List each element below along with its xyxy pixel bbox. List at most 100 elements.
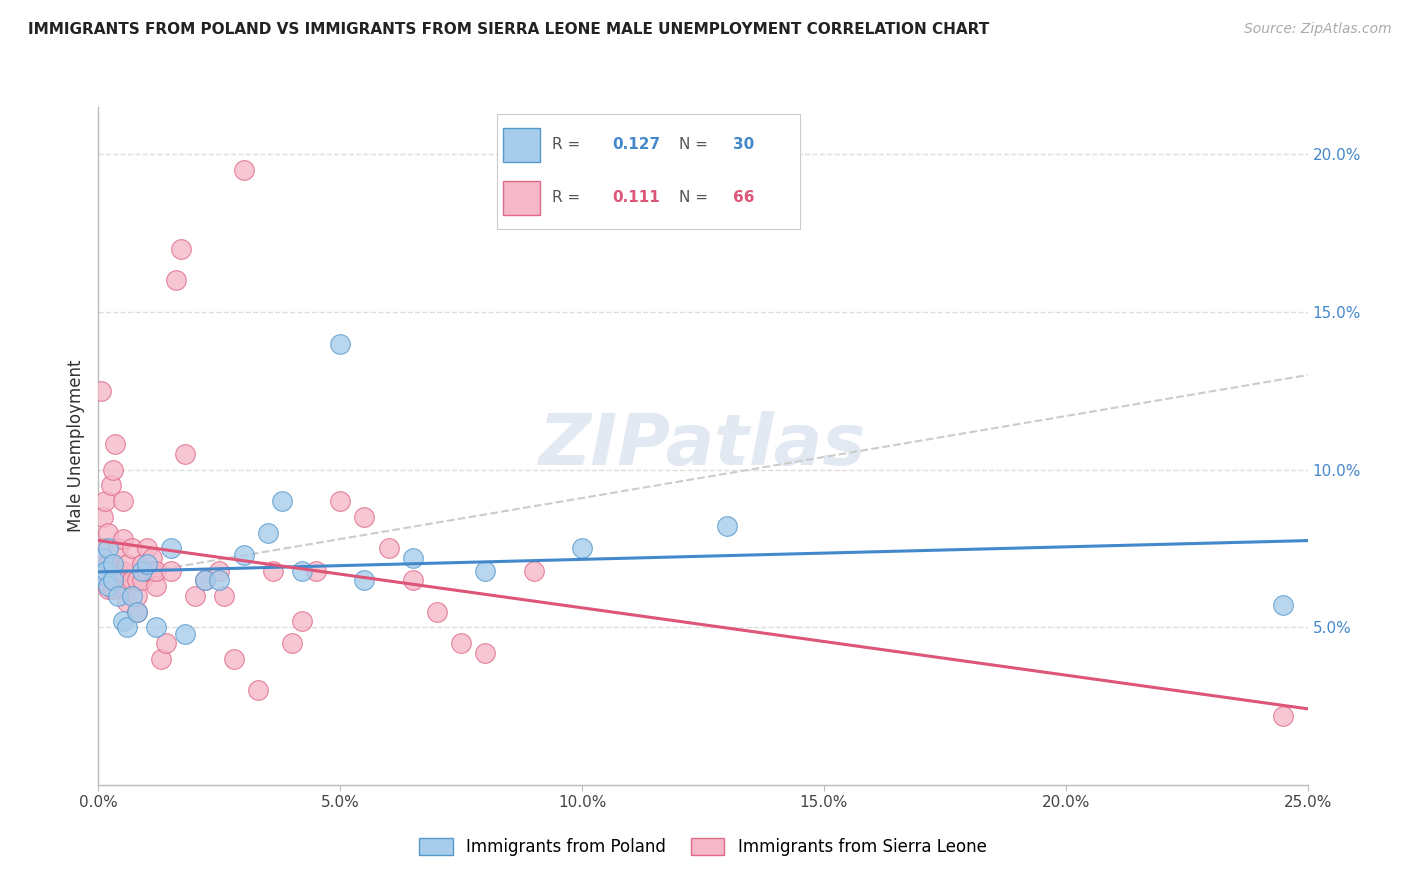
Point (91, 541, 114, 556)
Point (155, 636, 177, 650)
Point (141, 564, 163, 578)
Point (247, 683, 270, 698)
Point (97, 582, 120, 597)
Point (90, 384, 112, 398)
Point (121, 541, 143, 556)
Point (208, 564, 231, 578)
Point (93, 494, 115, 508)
Point (222, 652, 245, 666)
Point (232, 163, 254, 178)
Point (107, 541, 129, 556)
Point (104, 437, 127, 451)
Point (127, 573, 149, 587)
Point (160, 564, 183, 578)
Point (305, 564, 328, 578)
Point (402, 550, 425, 565)
Point (111, 582, 134, 597)
Point (1272, 708, 1295, 723)
Point (329, 494, 352, 508)
Point (117, 558, 139, 572)
Point (117, 595, 139, 609)
Point (135, 564, 157, 578)
Text: IMMIGRANTS FROM POLAND VS IMMIGRANTS FROM SIERRA LEONE MALE UNEMPLOYMENT CORRELA: IMMIGRANTS FROM POLAND VS IMMIGRANTS FRO… (28, 22, 990, 37)
Point (90, 566, 112, 581)
Point (127, 589, 149, 603)
Text: Source: ZipAtlas.com: Source: ZipAtlas.com (1244, 22, 1392, 37)
Point (90, 550, 112, 565)
Point (97, 525, 120, 540)
Point (101, 558, 124, 572)
Point (329, 336, 352, 351)
Point (101, 463, 124, 477)
Point (145, 620, 167, 634)
Point (135, 541, 157, 556)
Point (290, 614, 312, 628)
Point (121, 589, 143, 603)
Point (174, 447, 197, 461)
Point (523, 564, 546, 578)
Point (100, 478, 122, 492)
Point (141, 550, 163, 565)
Point (111, 614, 134, 628)
Point (165, 273, 187, 287)
Point (150, 652, 173, 666)
Point (353, 510, 375, 524)
Point (426, 605, 449, 619)
Point (131, 564, 153, 578)
Legend: Immigrants from Poland, Immigrants from Sierra Leone: Immigrants from Poland, Immigrants from … (411, 830, 995, 864)
Point (131, 573, 153, 587)
Point (1272, 599, 1295, 613)
Point (716, 519, 738, 533)
Point (377, 541, 399, 556)
Point (94, 564, 117, 578)
Point (450, 636, 472, 650)
Point (290, 564, 312, 578)
Point (97, 558, 120, 572)
Point (94, 564, 117, 578)
Point (474, 646, 496, 660)
Point (107, 573, 129, 587)
Point (131, 558, 153, 572)
Point (97, 541, 120, 556)
Point (101, 573, 124, 587)
Point (111, 494, 134, 508)
Point (145, 564, 167, 578)
Point (97, 579, 120, 593)
Point (169, 242, 191, 256)
Point (232, 548, 254, 562)
Point (474, 564, 496, 578)
Point (91, 510, 114, 524)
Point (89, 564, 111, 578)
Point (107, 589, 129, 603)
Point (571, 541, 593, 556)
Point (256, 525, 278, 540)
Point (91, 550, 114, 565)
Point (208, 573, 231, 587)
Point (174, 626, 197, 640)
Point (107, 564, 129, 578)
Point (262, 564, 284, 578)
Point (111, 532, 134, 546)
Point (91, 573, 114, 587)
Point (281, 636, 304, 650)
Point (111, 564, 134, 578)
Point (160, 541, 183, 556)
Point (127, 605, 149, 619)
Point (117, 582, 139, 597)
Point (353, 573, 375, 587)
Text: ZIPatlas: ZIPatlas (540, 411, 866, 481)
Point (194, 573, 217, 587)
Point (117, 620, 139, 634)
Y-axis label: Male Unemployment: Male Unemployment (66, 359, 84, 533)
Point (127, 605, 149, 619)
Point (184, 589, 207, 603)
Point (194, 573, 217, 587)
Point (101, 573, 124, 587)
Point (271, 494, 294, 508)
Point (145, 579, 167, 593)
Point (402, 573, 425, 587)
Point (135, 558, 157, 572)
Point (121, 573, 143, 587)
Point (101, 582, 124, 597)
Point (212, 589, 235, 603)
